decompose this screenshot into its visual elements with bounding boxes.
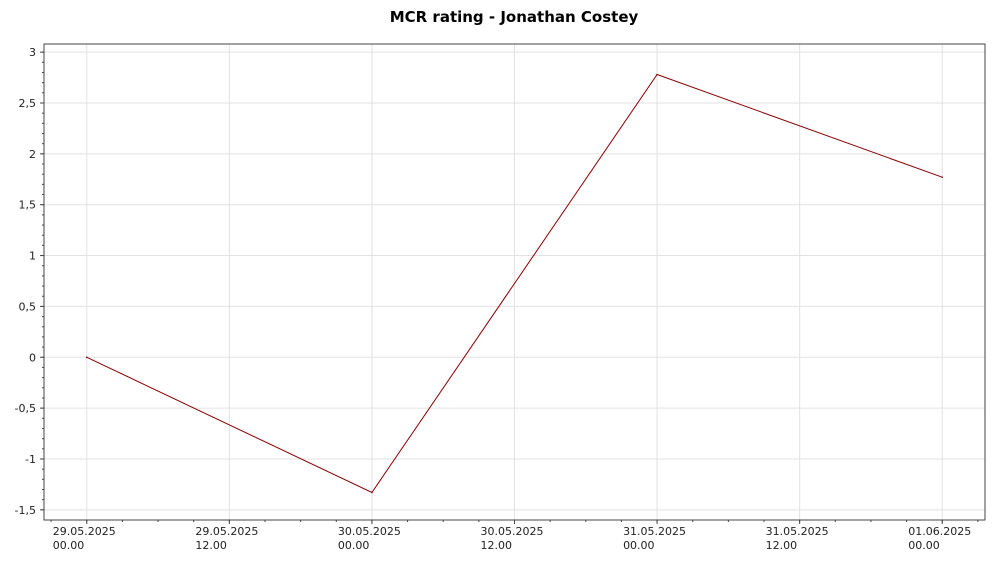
x-tick-label: 01.06.2025 00.00 [908, 525, 971, 552]
series-layer [85, 73, 944, 494]
x-tick-label: 31.05.2025 00.00 [623, 525, 686, 552]
chart-title: MCR rating - Jonathan Costey [390, 8, 639, 26]
data-point [85, 356, 88, 359]
y-tick-label: 2 [29, 148, 36, 161]
y-tick-label: -1,5 [15, 504, 36, 517]
x-tick-label: 31.05.2025 12.00 [766, 525, 829, 552]
y-tick-label: -0,5 [15, 402, 36, 415]
y-axis: 3 2,5 2 1,5 1 0,5 0 -0,5 -1 -1,5 [15, 46, 44, 517]
y-tick-label: 2,5 [19, 97, 37, 110]
data-point [656, 73, 658, 76]
x-tick-label: 30.05.2025 00.00 [338, 525, 401, 552]
data-point [371, 491, 373, 494]
y-tick-label: 1 [29, 250, 36, 263]
y-tick-label: -1 [25, 453, 36, 466]
x-tick-label: 30.05.2025 12.00 [481, 525, 544, 552]
grid [44, 44, 985, 520]
y-tick-label: 3 [29, 46, 36, 59]
y-tick-label: 0,5 [19, 300, 37, 313]
y-tick-label: 0 [29, 351, 36, 364]
series-line [86, 73, 943, 494]
x-tick-label: 29.05.2025 12.00 [195, 525, 258, 552]
x-tick-label: 29.05.2025 00.00 [53, 525, 116, 552]
data-point [941, 176, 944, 179]
y-tick-label: 1,5 [19, 199, 37, 212]
x-axis: 29.05.2025 00.00 29.05.2025 12.00 30.05.2025… [50, 520, 979, 552]
